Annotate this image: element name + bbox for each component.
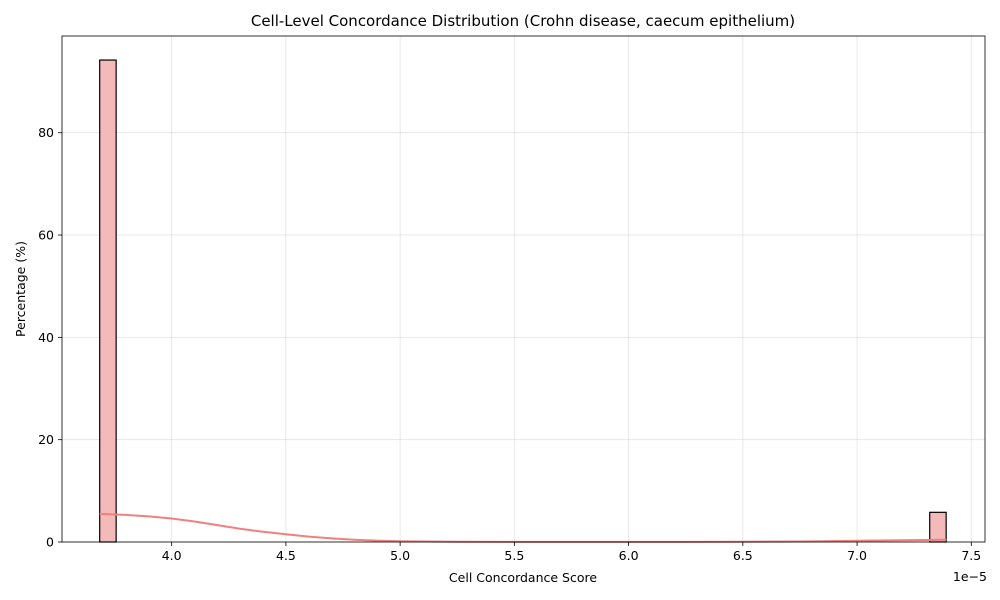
x-tick-label: 5.0 (390, 548, 410, 563)
y-axis-ticks: 0 20 40 60 80 (38, 125, 62, 550)
x-tick-label: 4.0 (162, 548, 182, 563)
x-axis-offset-label: 1e−5 (953, 569, 987, 584)
y-tick-label: 40 (38, 330, 54, 345)
x-tick-label: 5.5 (504, 548, 524, 563)
x-tick-label: 7.0 (847, 548, 867, 563)
x-tick-label: 4.5 (276, 548, 296, 563)
chart-title: Cell-Level Concordance Distribution (Cro… (251, 12, 795, 30)
y-tick-label: 80 (38, 125, 54, 140)
x-axis-label: Cell Concordance Score (449, 570, 597, 585)
y-tick-label: 60 (38, 228, 54, 243)
y-tick-label: 20 (38, 432, 54, 447)
x-tick-label: 6.5 (733, 548, 753, 563)
x-axis-ticks: 4.0 4.5 5.0 5.5 6.0 6.5 7.0 7.5 (162, 542, 981, 563)
histogram-bar (929, 511, 947, 543)
bars (99, 59, 947, 543)
y-axis-label: Percentage (%) (13, 241, 28, 337)
y-tick-label: 0 (46, 535, 54, 550)
x-tick-label: 7.5 (961, 548, 981, 563)
histogram-bar (99, 59, 117, 543)
x-tick-label: 6.0 (619, 548, 639, 563)
plot-frame (61, 35, 986, 543)
